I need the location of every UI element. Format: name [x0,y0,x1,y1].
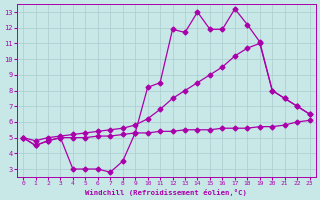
X-axis label: Windchill (Refroidissement éolien,°C): Windchill (Refroidissement éolien,°C) [85,189,247,196]
